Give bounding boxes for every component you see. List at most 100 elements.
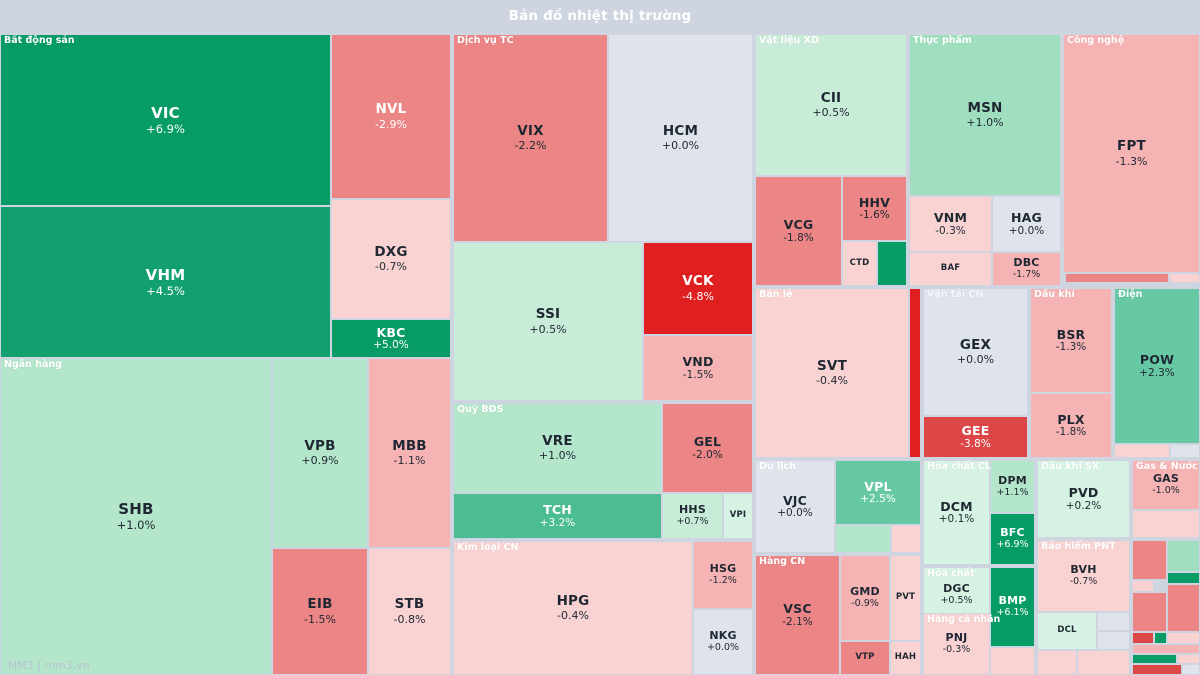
tile-NVL[interactable]: NVL -2.9% bbox=[331, 34, 451, 199]
tile-DCM[interactable]: DCM +0.1% bbox=[923, 460, 990, 565]
tile-change: +0.0% bbox=[661, 139, 700, 153]
misc-tile-1[interactable] bbox=[1132, 540, 1167, 580]
tile-BFC[interactable]: BFC +6.9% bbox=[990, 513, 1035, 565]
tile-GEL[interactable]: GEL -2.0% bbox=[662, 403, 753, 493]
tile-STB[interactable]: STB -0.8% bbox=[368, 548, 451, 675]
tile-change: +0.1% bbox=[938, 513, 975, 526]
tile-SSI[interactable]: SSI +0.5% bbox=[453, 242, 643, 401]
tile-HCM[interactable]: HCM +0.0% bbox=[608, 34, 753, 242]
misc-tile-2[interactable] bbox=[1167, 540, 1200, 572]
tile-VND[interactable]: VND -1.5% bbox=[643, 335, 753, 401]
tile-VCK[interactable]: VCK -4.8% bbox=[643, 242, 753, 335]
tile-bao-hiem-strip-d[interactable] bbox=[1077, 650, 1130, 675]
misc-tile-3[interactable] bbox=[1167, 572, 1200, 584]
tile-POW[interactable]: POW +2.3% bbox=[1114, 288, 1200, 444]
tile-GEX[interactable]: GEX +0.0% bbox=[923, 288, 1028, 416]
tile-KBC[interactable]: KBC +5.0% bbox=[331, 319, 451, 358]
tile-symbol: NKG bbox=[709, 629, 737, 643]
tile-MBB[interactable]: MBB -1.1% bbox=[368, 358, 451, 548]
tile-VIC[interactable]: VIC +6.9% bbox=[0, 34, 331, 206]
tile-dien-strip-b[interactable] bbox=[1170, 444, 1200, 458]
tile-du-lich-strip-b[interactable] bbox=[891, 525, 921, 553]
misc-tile-10[interactable] bbox=[1132, 644, 1200, 654]
tile-bao-hiem-strip-a[interactable] bbox=[1097, 612, 1130, 631]
tile-GMD[interactable]: GMD -0.9% bbox=[840, 555, 890, 641]
misc-tile-5[interactable] bbox=[1132, 592, 1167, 632]
misc-tile-14[interactable] bbox=[1182, 664, 1200, 675]
sector-hoa-chat-cl: Hóa chất CL DCM +0.1% DPM +1.1% BFC +6.9… bbox=[923, 460, 1035, 565]
tile-du-lich-strip-a[interactable] bbox=[835, 525, 891, 553]
tile-BSR[interactable]: BSR -1.3% bbox=[1030, 288, 1112, 393]
misc-tile-12[interactable] bbox=[1177, 654, 1200, 664]
tile-symbol: DPM bbox=[998, 473, 1027, 487]
tile-VNM[interactable]: VNM -0.3% bbox=[909, 196, 992, 252]
tile-DGC[interactable]: DGC +0.5% bbox=[923, 567, 990, 622]
tile-PLX[interactable]: PLX -1.8% bbox=[1030, 393, 1112, 458]
tile-dien-strip-a[interactable] bbox=[1114, 444, 1170, 458]
tile-VHM[interactable]: VHM +4.5% bbox=[0, 206, 331, 358]
misc-tile-9[interactable] bbox=[1167, 632, 1200, 644]
sector-dien: Điện POW +2.3% bbox=[1114, 288, 1200, 458]
tile-SVT[interactable]: SVT -0.4% bbox=[755, 288, 909, 458]
tile-DBC[interactable]: DBC -1.7% bbox=[992, 252, 1061, 286]
misc-tile-4[interactable] bbox=[1132, 580, 1154, 592]
tile-GEE[interactable]: GEE -3.8% bbox=[923, 416, 1028, 458]
tile-HAG[interactable]: HAG +0.0% bbox=[992, 196, 1061, 252]
tile-PNJ[interactable]: PNJ -0.3% bbox=[923, 613, 990, 675]
tile-GAS[interactable]: GAS -1.0% bbox=[1132, 460, 1200, 510]
tile-NKG[interactable]: NKG +0.0% bbox=[693, 609, 753, 675]
tile-gas-nuoc-strip[interactable] bbox=[1132, 510, 1200, 538]
tile-cong-nghe-strip-b[interactable] bbox=[1169, 273, 1200, 283]
tile-HHV[interactable]: HHV -1.6% bbox=[842, 176, 907, 241]
tile-PVD[interactable]: PVD +0.2% bbox=[1037, 460, 1130, 538]
tile-HAH[interactable]: HAH bbox=[890, 641, 921, 675]
tile-change: -3.8% bbox=[960, 437, 991, 450]
tile-symbol: VHM bbox=[145, 265, 186, 284]
tile-BAF[interactable]: BAF bbox=[909, 252, 992, 286]
tile-VJC[interactable]: VJC +0.0% bbox=[755, 460, 835, 553]
tile-vat-lieu-xd-unlabeled[interactable] bbox=[877, 241, 907, 286]
tile-ban-le-strip[interactable] bbox=[909, 288, 921, 458]
misc-tile-7[interactable] bbox=[1132, 632, 1154, 644]
tile-symbol: GEX bbox=[959, 336, 992, 353]
tile-DCL[interactable]: DCL bbox=[1037, 612, 1097, 650]
tile-FPT[interactable]: FPT -1.3% bbox=[1063, 34, 1200, 273]
tile-bao-hiem-strip-c[interactable] bbox=[1037, 650, 1077, 675]
tile-DXG[interactable]: DXG -0.7% bbox=[331, 199, 451, 319]
tile-DPM[interactable]: DPM +1.1% bbox=[990, 460, 1035, 513]
misc-tile-11[interactable] bbox=[1132, 654, 1177, 664]
tile-BVH[interactable]: BVH -0.7% bbox=[1037, 540, 1130, 612]
tile-cong-nghe-strip-a[interactable] bbox=[1065, 273, 1169, 283]
tile-HPG[interactable]: HPG -0.4% bbox=[453, 541, 693, 675]
tile-HSG[interactable]: HSG -1.2% bbox=[693, 541, 753, 609]
tile-VPL[interactable]: VPL +2.5% bbox=[835, 460, 921, 525]
misc-tile-8[interactable] bbox=[1154, 632, 1167, 644]
sector-hang-ca-nhan: Hàng cá nhân PNJ -0.3% bbox=[923, 613, 1035, 675]
tile-change: -0.3% bbox=[935, 224, 966, 237]
tile-change: -1.0% bbox=[1152, 485, 1180, 497]
tile-CTD[interactable]: CTD bbox=[842, 241, 877, 286]
tile-VPI[interactable]: VPI bbox=[723, 493, 753, 539]
tile-VIX[interactable]: VIX -2.2% bbox=[453, 34, 608, 242]
tile-HHS[interactable]: HHS +0.7% bbox=[662, 493, 723, 539]
tile-symbol: PLX bbox=[1057, 411, 1085, 427]
tile-symbol: HAH bbox=[894, 652, 917, 663]
tile-MSN[interactable]: MSN +1.0% bbox=[909, 34, 1061, 196]
tile-TCH[interactable]: TCH +3.2% bbox=[453, 493, 662, 539]
tile-VTP[interactable]: VTP bbox=[840, 641, 890, 675]
tile-bao-hiem-strip-b[interactable] bbox=[1097, 631, 1130, 650]
tile-change: +0.0% bbox=[706, 642, 740, 654]
tile-EIB[interactable]: EIB -1.5% bbox=[272, 548, 368, 675]
tile-symbol: VIX bbox=[517, 122, 544, 139]
tile-VRE[interactable]: VRE +1.0% bbox=[453, 403, 662, 493]
tile-VSC[interactable]: VSC -2.1% bbox=[755, 555, 840, 675]
tile-VPB[interactable]: VPB +0.9% bbox=[272, 358, 368, 548]
tile-PVT[interactable]: PVT bbox=[890, 555, 921, 641]
misc-tile-6[interactable] bbox=[1167, 584, 1200, 632]
tile-VCG[interactable]: VCG -1.8% bbox=[755, 176, 842, 286]
tile-BMP[interactable]: BMP +6.1% bbox=[990, 567, 1035, 647]
misc-tile-13[interactable] bbox=[1132, 664, 1182, 675]
tile-SHB[interactable]: SHB +1.0% bbox=[0, 358, 272, 675]
tile-symbol: GAS bbox=[1152, 472, 1180, 486]
tile-CII[interactable]: CII +0.5% bbox=[755, 34, 907, 176]
